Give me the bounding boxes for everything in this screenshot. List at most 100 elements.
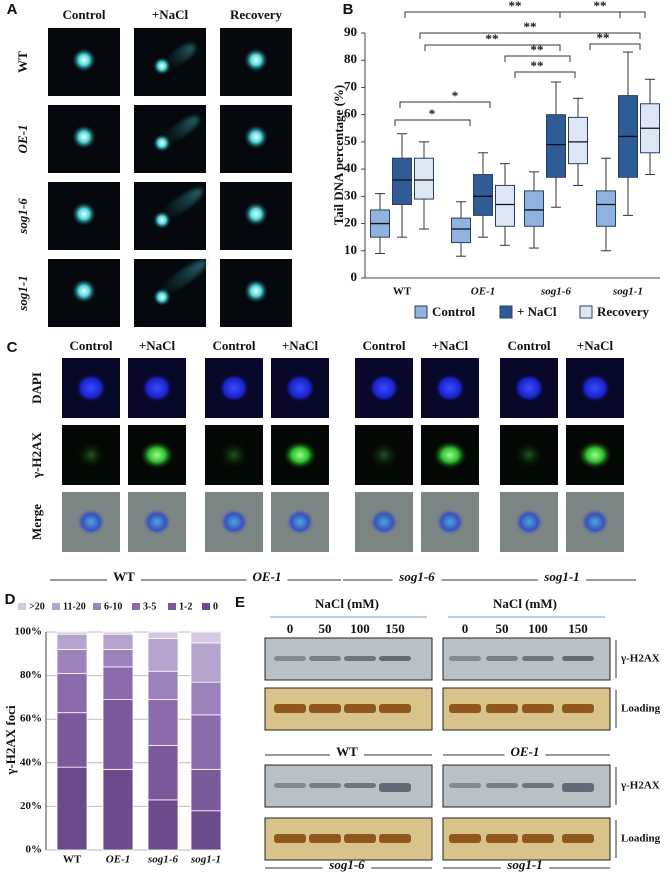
blot-band [562,704,594,713]
micrograph [128,425,186,485]
blot-band [562,834,594,843]
legend-label: Recovery [597,304,649,319]
legend-swatch [132,603,140,610]
bar-segment [102,666,134,700]
blot-band [309,656,341,661]
comet-head [244,202,268,226]
legend-swatch [52,603,60,610]
comet-image [134,28,206,96]
nucleus [514,374,544,402]
box [495,184,515,227]
comet-tail [162,116,199,145]
blot-band [379,704,411,713]
comet-image [220,182,292,250]
legend-label: 1-2 [179,601,192,612]
nucleus [76,508,106,536]
significance-label: ** [509,0,522,13]
comet-head [153,134,171,152]
micrograph [62,492,120,552]
comet-head [72,48,96,72]
blot-band [344,834,376,843]
nucleus [514,441,544,469]
blot-band [486,704,518,713]
bar-segment [147,670,179,700]
y-axis-label: Tail DNA percentage (%) [331,85,346,225]
comet-image [48,182,120,250]
micrograph [271,358,329,418]
blot [264,637,433,681]
box [473,174,493,216]
lane-label: 100 [350,621,370,636]
comet-image [134,105,206,173]
bar-segment [190,642,222,683]
micrograph [500,492,558,552]
blot [442,817,611,861]
significance-bracket [399,101,491,108]
lane-label: 150 [385,621,405,636]
bar-segment [147,699,179,746]
bar-segment [190,810,222,851]
bar-segment [190,631,222,644]
nucleus [580,508,610,536]
group-label: OE-1 [253,569,282,584]
bar-segment [102,633,134,650]
y-axis-label: γ-H2AX foci [3,705,18,776]
significance-bracket [419,32,641,39]
micrograph [128,358,186,418]
y-tick-label: 10 [344,242,357,257]
micrograph [421,358,479,418]
bar-segment [190,768,222,812]
comet-head [153,57,171,75]
box [524,190,544,227]
bar-segment [56,766,88,851]
comet-image [134,259,207,327]
blot-band [379,783,411,792]
column-header: Control [362,338,405,353]
panel-label: B [343,1,354,18]
group-label: sog1-6 [328,857,365,872]
lane-label: 50 [319,621,332,636]
significance-label: ** [524,19,537,34]
x-tick-label: WT [63,854,82,866]
box [451,217,471,244]
column-header: Recovery [230,7,282,22]
column-header: +NaCl [282,338,319,353]
micrograph [205,492,263,552]
nucleus [142,374,172,402]
significance-label: ** [486,31,499,46]
nucleus [514,508,544,536]
micrograph [500,425,558,485]
x-tick-label: WT [393,286,412,298]
group-label: sog1-1 [543,569,579,584]
significance-bracket [514,71,576,78]
x-tick-label: sog1-1 [190,854,221,866]
condition-label: NaCl (mM) [493,596,557,611]
lane-label: 0 [287,621,294,636]
significance-label: ** [594,0,607,13]
blot-band [562,656,594,661]
group-label: WT [113,569,135,584]
micrograph [271,492,329,552]
band-label: Loading [621,833,661,845]
x-tick-label: sog1-6 [540,286,571,298]
blot [442,764,611,808]
row-label: DAPI [29,372,44,404]
group-label: sog1-1 [506,857,542,872]
nucleus [219,441,249,469]
blot-band [309,834,341,843]
comet-tail [159,188,203,221]
y-tick-label: 0% [26,844,43,856]
significance-label: ** [531,42,544,57]
significance-label: * [452,88,459,103]
significance-bracket [404,11,621,18]
significance-label: ** [531,58,544,73]
comet-head [72,202,96,226]
blot-band [274,783,306,788]
comet-tail [156,260,207,297]
blot-band [486,783,518,788]
y-tick-label: 40 [344,160,357,175]
blot-band [449,783,481,788]
micrograph [566,492,624,552]
box [392,157,412,206]
bar-segment [190,714,222,770]
